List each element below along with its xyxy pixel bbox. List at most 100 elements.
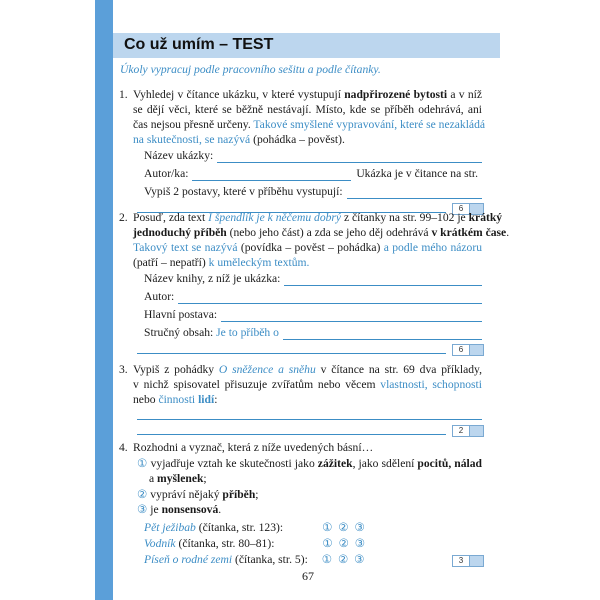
text-segment: (čítanka, str. 80–81): bbox=[175, 537, 275, 550]
text-segment: Takové smyšlené vypravování, které se ne… bbox=[253, 118, 486, 131]
task-line bbox=[133, 201, 446, 213]
task-line: Vypiš 2 postavy, které v příběhu vystupu… bbox=[144, 185, 482, 199]
text-segment: (čítanka, str. 123): bbox=[195, 521, 284, 534]
text-segment: Autor: bbox=[144, 290, 175, 303]
task-line: ① vyjadřuje vztah ke skutečnosti jako zá… bbox=[137, 457, 482, 471]
answer-line[interactable] bbox=[137, 408, 482, 420]
text-segment: v nichž spisovatel přisuzuje zvířatům ne… bbox=[133, 378, 381, 391]
task-line: Vypiš z pohádky O sněžence a sněhu v čít… bbox=[133, 363, 482, 377]
text-segment: krátký bbox=[468, 211, 503, 224]
text-segment: nadpřirozené bytosti bbox=[344, 88, 448, 101]
answer-line[interactable] bbox=[137, 423, 446, 435]
option-markers[interactable]: ① ② ③ bbox=[322, 537, 366, 550]
text-segment: (patří – nepatří) bbox=[133, 256, 209, 269]
task-line: ③ je nonsensová. bbox=[137, 503, 482, 517]
text-segment: k uměleckým textům. bbox=[208, 256, 310, 269]
text-segment: O sněžence a sněhu bbox=[218, 363, 316, 376]
text-segment: . bbox=[506, 226, 510, 239]
task-number: 1. bbox=[119, 88, 128, 101]
task-line: ② vypráví nějaký příběh; bbox=[137, 488, 482, 502]
score-box: 2 bbox=[452, 425, 484, 437]
task-line: Název ukázky: bbox=[144, 149, 482, 163]
task-line: nebo činnosti lidí: bbox=[133, 393, 482, 407]
task-line: Autor: bbox=[144, 290, 482, 304]
text-segment: Pět ježibab bbox=[144, 521, 196, 534]
text-segment: z čítanky na str. 99–102 je bbox=[341, 211, 469, 224]
task-line: Název knihy, z níž je ukázka: bbox=[144, 272, 482, 286]
text-segment: Stručný obsah: bbox=[144, 326, 217, 339]
answer-line[interactable] bbox=[217, 151, 482, 163]
margin-strip bbox=[95, 0, 113, 600]
text-segment: (čítanka, str. 5): bbox=[232, 553, 308, 566]
score-box: 6 bbox=[452, 203, 484, 215]
text-segment: Název knihy, z níž je ukázka: bbox=[144, 272, 281, 285]
answer-line[interactable] bbox=[192, 169, 351, 181]
task-line: Autor/ka: Ukázka je v čitance na str. bbox=[144, 167, 482, 181]
text-segment: : bbox=[214, 393, 218, 406]
text-segment: Píseň o rodné zemi bbox=[144, 553, 233, 566]
text-segment: na skutečnosti, se nazývá bbox=[133, 133, 251, 146]
text-segment: Rozhodni a vyznač, která z níže uvedenýc… bbox=[133, 441, 374, 454]
text-segment: ; bbox=[203, 472, 207, 485]
max-points: 6 bbox=[453, 204, 469, 214]
task-number: 2. bbox=[119, 211, 128, 224]
text-segment: vlastnosti, schopnosti bbox=[380, 378, 482, 391]
page-title: Co už umím – TEST bbox=[124, 36, 274, 53]
max-points: 6 bbox=[453, 345, 469, 355]
text-segment: Vyhledej v čítance ukázku, v které vystu… bbox=[133, 88, 345, 101]
answer-line[interactable] bbox=[346, 187, 482, 199]
text-segment: a bbox=[149, 472, 158, 485]
option-markers[interactable]: ① ② ③ bbox=[322, 521, 365, 534]
text-segment: , jako sdělení bbox=[352, 457, 418, 470]
answer-line[interactable] bbox=[282, 328, 482, 340]
task-line: Píseň o rodné zemi (čítanka, str. 5): ① ②… bbox=[144, 553, 446, 567]
answer-line[interactable] bbox=[284, 274, 482, 286]
task-number: 3. bbox=[119, 363, 128, 376]
task-line: Takový text se nazývá (povídka – pověst … bbox=[133, 241, 482, 255]
text-segment: zážitek bbox=[317, 457, 353, 470]
instructions: Úkoly vypracuj podle pracovního sešitu a… bbox=[120, 63, 381, 76]
text-segment: Vypiš z pohádky bbox=[133, 363, 219, 376]
text-segment: Vypiš 2 postavy, které v příběhu vystupu… bbox=[144, 185, 343, 198]
text-segment: Je to příběh o bbox=[216, 326, 279, 339]
option-markers: ① bbox=[137, 457, 151, 470]
score-box: 6 bbox=[452, 344, 484, 356]
text-segment: (pohádka – pověst). bbox=[250, 133, 345, 146]
task-line bbox=[133, 423, 446, 435]
points-field[interactable] bbox=[469, 204, 483, 214]
option-markers[interactable]: ① ② ③ bbox=[321, 553, 365, 566]
option-markers: ② bbox=[137, 488, 151, 501]
text-segment: a podle mého názoru bbox=[383, 241, 482, 254]
text-segment: nebo bbox=[133, 393, 159, 406]
text-segment: činnosti bbox=[158, 393, 199, 406]
task-line: Hlavní postava: bbox=[144, 308, 482, 322]
task-line bbox=[133, 408, 482, 420]
task-line: Posuď, zda text I špendlík je k něčemu d… bbox=[133, 211, 502, 225]
option-markers: ③ bbox=[137, 503, 151, 516]
text-segment: v čítance na str. 69 dva příklady, bbox=[315, 363, 482, 376]
points-field[interactable] bbox=[469, 345, 483, 355]
text-segment: ; bbox=[255, 488, 259, 501]
text-segment: čas nejsou přesně určeny. bbox=[133, 118, 254, 131]
answer-line[interactable] bbox=[137, 342, 446, 354]
title-bar bbox=[113, 33, 500, 58]
text-segment: vyjadřuje vztah ke skutečnosti jako bbox=[150, 457, 318, 470]
task-line: a myšlenek; bbox=[149, 472, 482, 486]
answer-line[interactable] bbox=[137, 201, 446, 213]
answer-line[interactable] bbox=[221, 310, 482, 322]
text-segment: I špendlík je k něčemu dobrý bbox=[208, 211, 342, 224]
text-segment: pocitů, nálad bbox=[417, 457, 482, 470]
text-segment: (povídka – pověst – pohádka) bbox=[237, 241, 384, 254]
points-field[interactable] bbox=[469, 426, 483, 436]
task-line: Pět ježibab (čítanka, str. 123): ① ② ③ bbox=[144, 521, 482, 535]
points-field[interactable] bbox=[469, 556, 483, 566]
text-segment: myšlenek bbox=[157, 472, 204, 485]
text-segment: se dějí věci, které se běžně nestávají. … bbox=[133, 103, 482, 116]
answer-line[interactable] bbox=[178, 292, 482, 304]
score-box: 3 bbox=[452, 555, 484, 567]
text-segment: Hlavní postava: bbox=[144, 308, 218, 321]
task-line: Rozhodni a vyznač, která z níže uvedenýc… bbox=[133, 441, 482, 455]
text-segment: Takový text se nazývá bbox=[133, 241, 238, 254]
text-segment: lidí bbox=[198, 393, 215, 406]
text-segment: . bbox=[218, 503, 222, 516]
